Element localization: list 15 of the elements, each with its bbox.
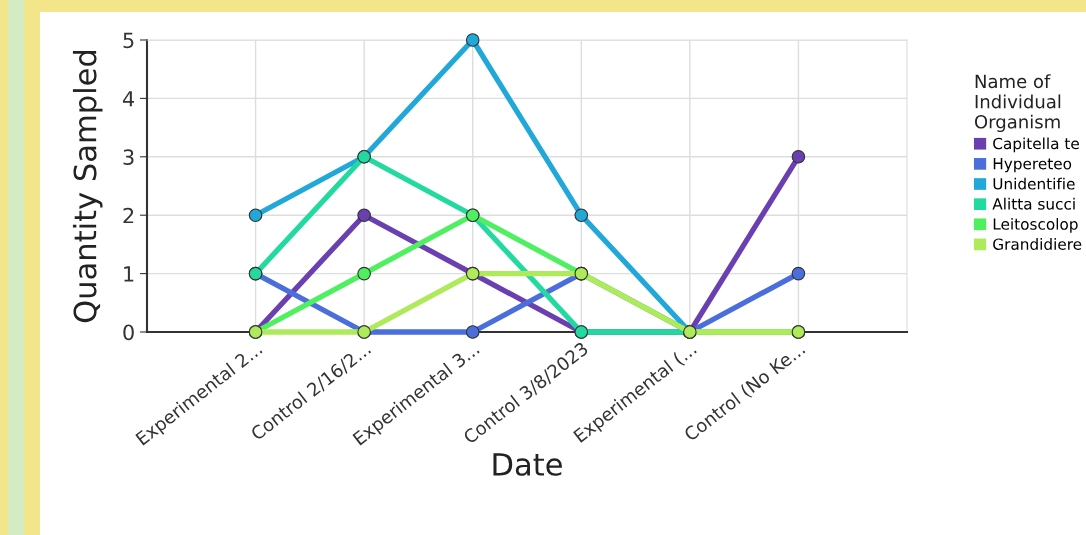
x-axis-title: Date bbox=[493, 453, 562, 476]
y-tick-label: 4 bbox=[122, 91, 135, 107]
y-tick-label: 3 bbox=[123, 149, 134, 166]
y-tick-label: 5 bbox=[123, 32, 134, 49]
legend-label: Alitta succi bbox=[992, 197, 1075, 210]
legend-label: Capitella te bbox=[993, 137, 1079, 153]
y-tick-label: 2 bbox=[123, 207, 134, 224]
y-tick-label: 1 bbox=[124, 266, 134, 282]
legend-label: Grandidiere bbox=[993, 238, 1082, 250]
legend-label: Hypereteo bbox=[993, 158, 1072, 173]
legend-label: Leitoscolop bbox=[993, 217, 1078, 233]
y-tick-label: 0 bbox=[123, 324, 134, 341]
legend-label: Unidentifie bbox=[993, 177, 1075, 190]
legend-title: Name of Individual Organism bbox=[974, 74, 1061, 133]
y-axis-title: Quantity Sampled bbox=[72, 50, 103, 323]
